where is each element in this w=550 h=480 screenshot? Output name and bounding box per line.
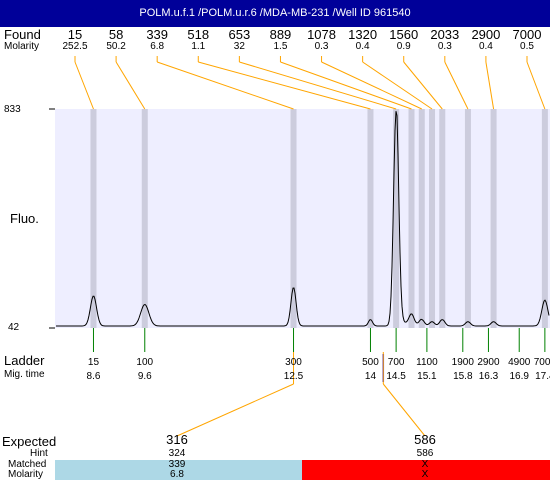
plot-area [55,109,550,328]
ladder-label: Ladder [4,353,45,368]
ladder-size: 7000 [533,357,550,368]
expected-connector [382,383,426,437]
found-peak-size: 1560 [389,27,419,42]
found-peak-size: 15 [67,27,83,42]
molarity-value: X [421,469,429,480]
expected-label: Expected [2,434,57,449]
found-peak-molarity: 50.2 [106,41,126,52]
ladder-size: 500 [362,357,379,368]
found-peak-size: 339 [146,27,169,42]
found-peak-size: 2033 [430,27,460,42]
expected-status-band-1 [302,460,550,480]
found-peak-molarity: 32 [233,41,245,52]
peak-connector [444,61,469,110]
hint-label: Hint [30,448,48,459]
peak-band [439,109,446,328]
ladder-mig-time: 15.8 [453,371,473,382]
found-peak-size: 889 [269,27,292,42]
found-peak-size: 58 [108,27,124,42]
matched-value: 339 [168,459,186,470]
peak-connector [362,61,433,110]
ladder-size: 1100 [416,357,438,368]
expected-size: 586 [414,432,436,447]
matched-value: X [421,459,429,470]
hint-value: 324 [168,448,186,459]
expected-size: 316 [166,432,188,447]
ladder-mig-time: 8.6 [86,371,101,382]
peak-connector [485,61,495,110]
ladder-size: 300 [285,357,302,368]
found-peak-molarity: 0.4 [478,41,493,52]
window-title: POLM.u.f.1 /POLM.u.r.6 /MDA-MB-231 /Well… [139,7,411,19]
peak-connector [198,61,371,110]
ladder-mig-time: 17.4 [535,371,550,382]
peak-band [141,109,148,328]
peak-band [464,109,471,328]
found-peak-size: 7000 [512,27,542,42]
ladder-mig-time: 15.1 [417,371,437,382]
peak-connector [403,61,443,110]
peak-connector [321,61,422,110]
peak-connector [157,61,294,110]
ladder-mig-time: 16.9 [509,371,529,382]
ladder-mig-time: 9.6 [137,371,152,382]
matched-label: Matched [8,459,47,470]
peak-band [490,109,497,328]
ladder-size: 700 [387,357,405,368]
expected-connector [176,383,294,437]
ladder-mig-time: 14 [364,371,377,382]
ladder-size: 15 [87,357,100,368]
molarity-row-label: Molarity [8,469,44,480]
found-peak-molarity: 0.4 [355,41,370,52]
found-peak-molarity: 0.3 [437,41,452,52]
y-min-label: 42 [8,322,20,333]
peak-band [408,109,415,328]
found-peak-molarity: 0.5 [520,41,534,52]
ladder-mig-time: 12.5 [283,371,304,382]
found-label: Found [4,27,41,42]
hint-value: 586 [416,448,434,459]
y-axis-label: Fluo. [10,211,39,226]
ladder-size: 1900 [451,357,474,368]
peak-band [541,109,548,328]
found-peak-molarity: 1.5 [273,41,288,52]
peak-band [393,109,400,328]
title-bar: POLM.u.f.1 /POLM.u.r.6 /MDA-MB-231 /Well… [0,0,550,27]
y-max-label: 833 [4,104,21,115]
found-peak-size: 518 [187,27,210,42]
peak-connector [74,61,94,110]
peak-band [290,109,297,328]
peak-band [429,109,436,328]
peak-band [418,109,425,328]
found-peak-molarity: 1.1 [191,41,206,52]
peak-band [367,109,374,328]
found-molarity-label: Molarity [4,41,40,52]
found-peak-size: 653 [228,27,251,42]
found-peak-molarity: 6.8 [150,41,165,52]
found-peak-size: 2900 [471,27,501,42]
ladder-size: 4900 [508,357,531,368]
molarity-value: 6.8 [170,469,184,480]
expected-status-band-0 [55,460,302,480]
found-peak-molarity: 0.3 [314,41,329,52]
found-peak-size: 1320 [348,27,378,42]
found-peak-molarity: 0.9 [396,41,411,52]
ladder-mig-time: 16.3 [478,371,499,382]
ladder-size: 100 [136,357,154,368]
peak-connector [526,61,546,110]
found-peak-size: 1078 [307,27,336,42]
ladder-size: 2900 [477,357,500,368]
found-peak-molarity: 252.5 [62,41,88,52]
peak-connector [115,61,146,110]
mig-time-label: Mig. time [4,369,45,380]
peak-connector [280,61,412,110]
ladder-mig-time: 14.5 [386,371,406,382]
peak-connector [239,61,397,110]
peak-band [90,109,97,328]
fluorescence-trace [56,111,550,327]
